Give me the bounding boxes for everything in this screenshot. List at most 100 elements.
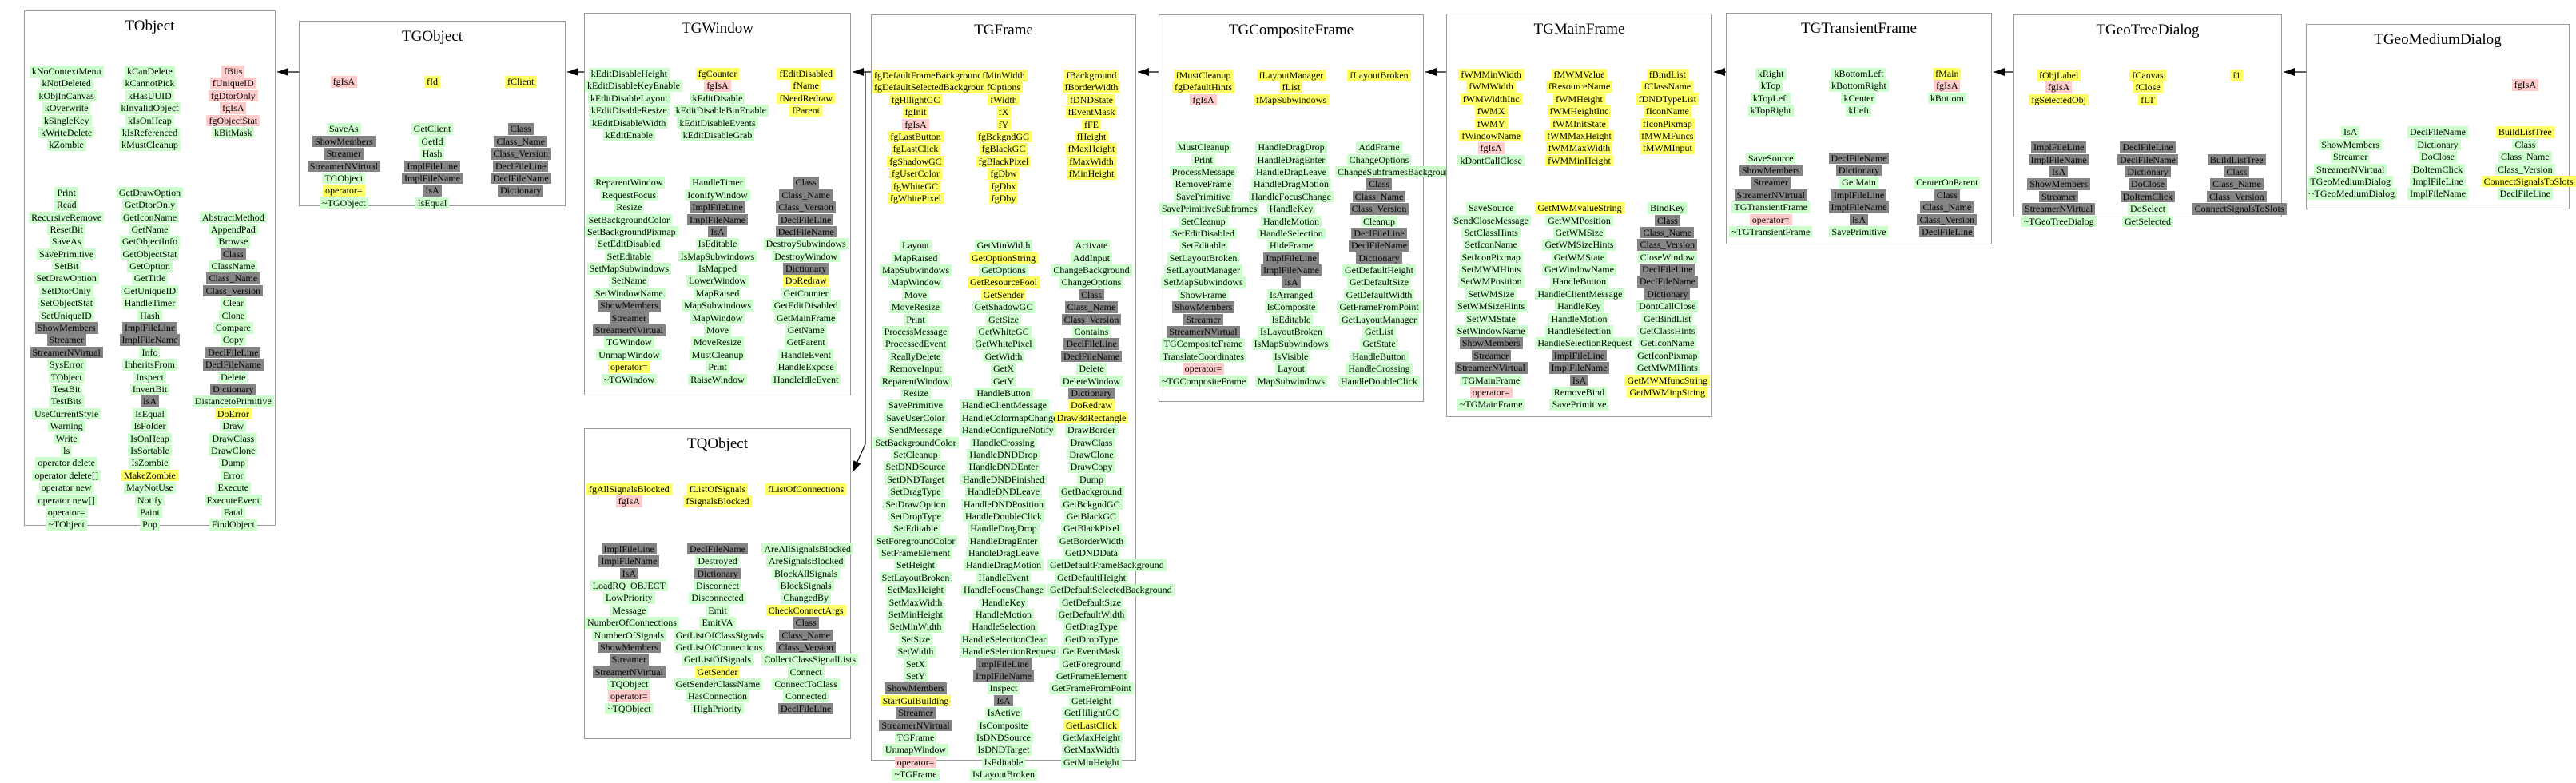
method-item[interactable]: DeclFileName — [2394, 126, 2481, 138]
method-item[interactable]: DeclFileLine — [2482, 188, 2569, 200]
method-item[interactable]: HandleDragDrop — [1247, 141, 1335, 153]
method-item[interactable]: GetMinWidth — [960, 240, 1047, 252]
method-item[interactable]: Compare — [192, 322, 275, 334]
method-item[interactable]: GetEditDisabled — [761, 300, 850, 312]
method-item[interactable]: HandleDragMotion — [960, 559, 1047, 571]
method-item[interactable]: MapWindow — [674, 312, 762, 324]
method-item[interactable]: Streamer — [872, 707, 960, 719]
attribute-item[interactable]: fIconPixmap — [1624, 117, 1711, 130]
method-item[interactable]: SetBit — [25, 260, 108, 272]
method-item[interactable]: Class_Version — [761, 201, 850, 213]
attribute-item[interactable]: fClient — [476, 76, 565, 88]
method-item[interactable]: SetX — [872, 658, 960, 670]
method-item[interactable]: RemoveFrame — [1159, 178, 1247, 190]
method-item[interactable]: ShowMembers — [1447, 337, 1535, 349]
method-item[interactable]: GetResourcePool — [960, 276, 1047, 288]
method-item[interactable]: Print — [1159, 153, 1247, 166]
method-item[interactable]: GetMain — [1815, 177, 1902, 189]
attribute-item[interactable]: fParent — [761, 105, 850, 117]
attribute-item[interactable]: fgSelectedObj — [2014, 93, 2103, 106]
method-item[interactable]: SendCloseMessage — [1447, 214, 1535, 227]
attribute-item[interactable]: fgIsA — [674, 80, 762, 92]
method-item[interactable]: ShowMembers — [585, 641, 674, 654]
method-item[interactable]: DeclFileLine — [1903, 225, 1991, 238]
method-item[interactable]: HandleConfigureNotify — [960, 424, 1056, 436]
method-item[interactable]: HandleCrossing — [1335, 363, 1423, 375]
method-item[interactable]: GetFrameFromPoint — [1335, 301, 1423, 313]
method-item[interactable]: ImplFileName — [960, 670, 1047, 682]
method-item[interactable]: MustCleanup — [674, 348, 762, 361]
method-item[interactable]: Class — [2192, 165, 2281, 178]
attribute-item[interactable]: fgCounter — [674, 68, 762, 80]
method-item[interactable]: Streamer — [1447, 349, 1535, 362]
attribute-item[interactable]: fEventMask — [1047, 106, 1135, 118]
method-item[interactable]: StreamerNVirtual — [872, 719, 960, 732]
method-item[interactable]: HandleSelectionRequest — [960, 646, 1059, 658]
method-item[interactable]: HandleMotion — [1535, 312, 1623, 325]
method-item[interactable]: ImplFileLine — [585, 543, 674, 555]
attribute-item[interactable]: kCenter — [1815, 92, 1902, 105]
attribute-item[interactable]: fListOfConnections — [761, 483, 850, 495]
method-item[interactable]: MapSubwindows — [872, 264, 960, 276]
method-item[interactable]: SetForegroundColor — [872, 535, 960, 547]
attribute-item[interactable]: kDontCallClose — [1447, 154, 1535, 167]
method-item[interactable]: DoRedraw — [1047, 399, 1135, 411]
method-item[interactable]: GetWMState — [1535, 251, 1623, 264]
method-item[interactable]: GetWidth — [960, 350, 1047, 363]
method-item[interactable]: ChangeOptions — [1335, 153, 1423, 166]
method-item[interactable]: Resize — [872, 387, 960, 399]
method-item[interactable]: SaveUserColor — [872, 411, 960, 424]
attribute-item[interactable]: fgObjectStat — [192, 114, 275, 127]
method-item[interactable]: HandleDoubleClick — [1335, 375, 1423, 388]
method-item[interactable]: Dump — [192, 457, 275, 469]
attribute-item[interactable]: fWMWidthInc — [1447, 93, 1535, 105]
method-item[interactable]: GetDefaultSize — [1335, 276, 1423, 288]
method-item[interactable]: Dictionary — [192, 383, 275, 395]
method-item[interactable]: MayNotUse — [108, 482, 191, 494]
method-item[interactable]: Class_Version — [2482, 163, 2569, 176]
method-item[interactable]: Activate — [1047, 240, 1135, 252]
method-item[interactable]: ImplFileName — [108, 334, 191, 346]
method-item[interactable]: SetMaxHeight — [872, 584, 960, 596]
method-item[interactable]: Class — [1624, 214, 1711, 227]
method-item[interactable]: GetBlackGC — [1047, 510, 1135, 523]
method-item[interactable]: SaveSource — [1447, 202, 1535, 214]
method-item[interactable]: ProcessMessage — [872, 326, 960, 338]
method-item[interactable]: SetObjectStat — [25, 297, 108, 309]
method-item[interactable]: GetDefaultHeight — [1335, 264, 1423, 276]
method-item[interactable]: GetSenderClassName — [673, 678, 762, 690]
method-item[interactable]: MapSubwindows — [674, 300, 762, 312]
method-item[interactable]: DeclFileName — [1815, 152, 1902, 165]
method-item[interactable]: ProcessMessage — [1159, 165, 1247, 178]
attribute-item[interactable]: fLayoutBroken — [1335, 70, 1423, 81]
method-item[interactable]: SetWidth — [872, 646, 960, 658]
method-item[interactable]: Connected — [761, 690, 850, 702]
method-item[interactable]: DrawBorder — [1047, 424, 1135, 436]
attribute-item[interactable]: kBottomRight — [1815, 80, 1902, 92]
attribute-item[interactable]: fWindowName — [1447, 129, 1535, 142]
attribute-item[interactable]: fEditDisabled — [761, 68, 850, 80]
method-item[interactable]: IsEqual — [388, 197, 477, 209]
method-item[interactable]: GetWMPosition — [1535, 214, 1623, 227]
attribute-item[interactable]: fBackground — [1047, 70, 1135, 81]
method-item[interactable]: SetIconName — [1447, 239, 1535, 251]
attribute-item[interactable]: fMapSubwindows — [1247, 93, 1335, 106]
method-item[interactable]: Destroyed — [674, 555, 762, 567]
method-item[interactable]: SetWindowName — [1447, 325, 1535, 337]
method-item[interactable]: DeclFileName — [674, 543, 762, 555]
method-item[interactable]: ~TGMainFrame — [1447, 399, 1535, 411]
method-item[interactable]: ~TGFrame — [872, 769, 960, 781]
attribute-item[interactable]: fCanvas — [2103, 70, 2192, 81]
method-item[interactable]: IsMapSubwindows — [1247, 338, 1335, 350]
method-item[interactable]: GetHeight — [1047, 694, 1135, 707]
method-item[interactable]: operator= — [585, 361, 674, 373]
method-item[interactable]: GetMainFrame — [761, 312, 850, 324]
attribute-item[interactable]: fgIsA — [1447, 142, 1535, 154]
attribute-item[interactable]: fOptions — [960, 81, 1047, 93]
attribute-item[interactable]: kObjInCanvas — [25, 89, 108, 102]
method-item[interactable]: DrawClone — [192, 444, 275, 457]
method-item[interactable]: NumberOfSignals — [585, 629, 674, 642]
class-title[interactable]: TGWindow — [682, 20, 753, 37]
method-item[interactable]: operator= — [585, 690, 674, 702]
method-item[interactable]: InvertBit — [108, 383, 191, 395]
